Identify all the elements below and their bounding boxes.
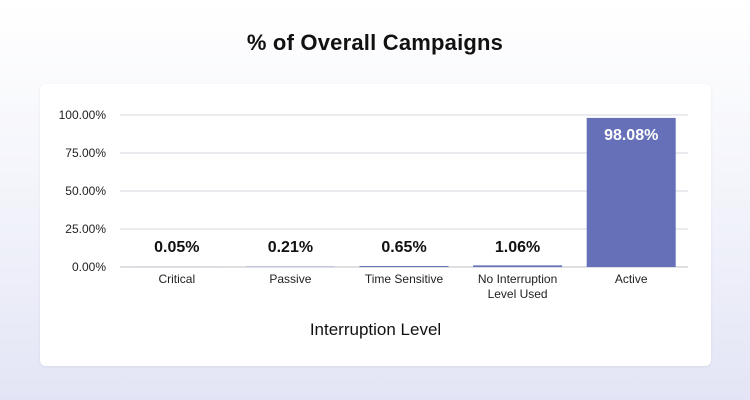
value-label: 1.06%	[495, 239, 540, 256]
x-tick-label: Passive	[269, 272, 311, 286]
bar	[586, 117, 676, 267]
chart-title: % of Overall Campaigns	[246, 30, 504, 55]
y-tick-label: 50.00%	[65, 184, 106, 198]
y-axis-ticks: 100.00% 75.00% 50.00% 25.00% 0.00%	[59, 108, 107, 274]
x-tick-label: Time Sensitive	[365, 272, 444, 286]
x-tick-label: Active	[615, 272, 648, 286]
value-label: 0.65%	[381, 239, 426, 256]
y-tick-label: 0.00%	[72, 260, 106, 274]
x-axis-ticks: Critical Passive Time Sensitive No Interrup…	[158, 272, 647, 301]
bar	[473, 265, 563, 267]
y-tick-label: 25.00%	[65, 222, 106, 236]
y-tick-label: 100.00%	[59, 108, 107, 122]
x-tick-label: No Interruption	[478, 272, 557, 286]
chart-card: 100.00% 75.00% 50.00% 25.00% 0.00% 0.05% 0.21…	[40, 84, 711, 366]
bar-chart: 100.00% 75.00% 50.00% 25.00% 0.00% 0.05% 0.21…	[59, 108, 688, 301]
value-label: 0.05%	[154, 239, 199, 256]
value-label: 0.21%	[268, 239, 313, 256]
value-label: 98.08%	[604, 127, 658, 144]
bars	[132, 117, 676, 267]
y-tick-label: 75.00%	[65, 146, 106, 160]
x-axis-label: Interruption Level	[309, 320, 442, 339]
x-tick-label: Level Used	[488, 287, 548, 301]
bar	[359, 266, 449, 267]
x-tick-label: Critical	[158, 272, 195, 286]
value-labels: 0.05% 0.21% 0.65% 1.06% 98.08%	[154, 127, 658, 256]
